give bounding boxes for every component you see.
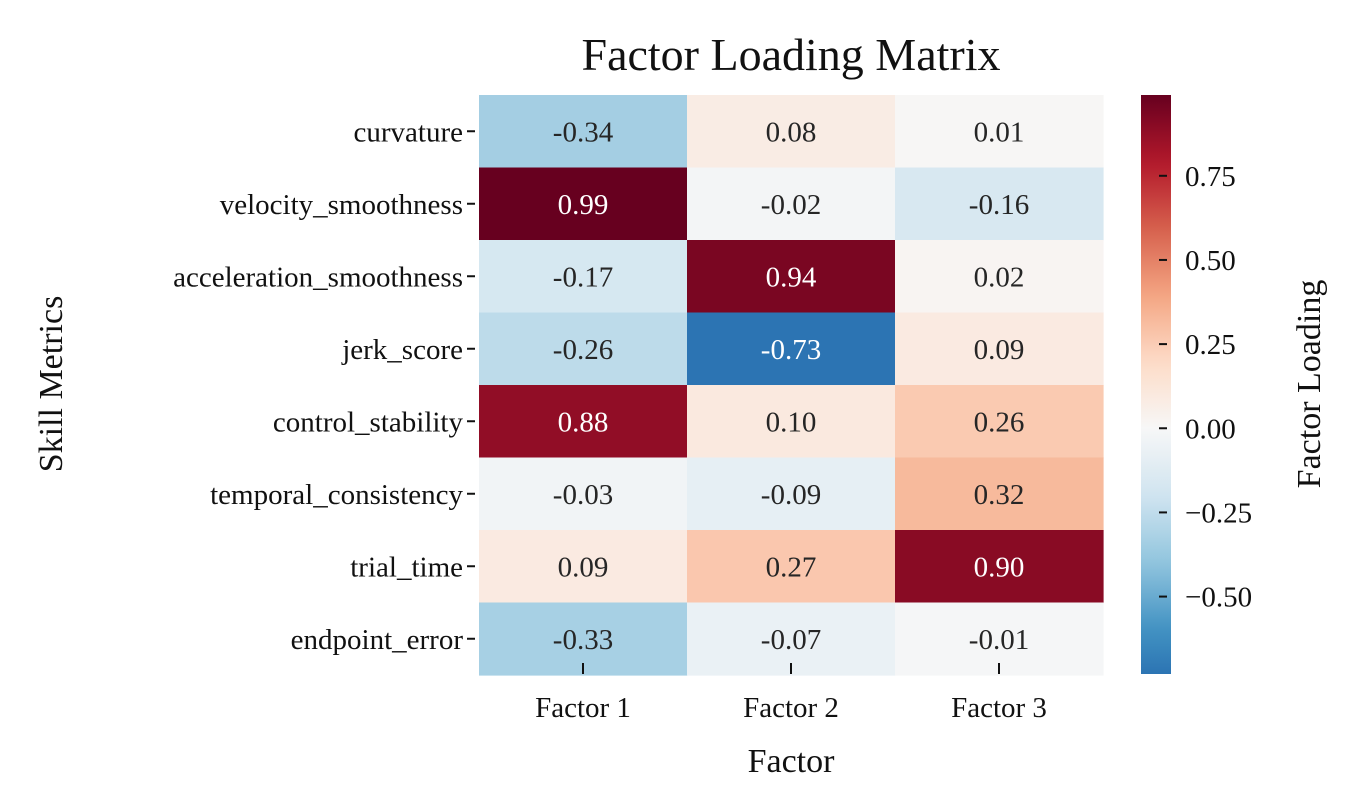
heatmap-cell (479, 385, 688, 459)
y-axis-ticks: curvature velocity_smoothness acceleration… (173, 116, 475, 656)
heatmap-cell (895, 530, 1104, 604)
cell-value-label: 0.90 (974, 551, 1025, 583)
colorbar-gradient (1141, 95, 1171, 674)
heatmap-cell (479, 312, 688, 386)
heatmap-cell (479, 457, 688, 531)
heatmap-cell (687, 530, 896, 604)
cell-value-label: -0.33 (553, 624, 613, 656)
y-tick-label: curvature (354, 116, 464, 148)
cell-value-label: 0.94 (766, 261, 817, 293)
heatmap-cell (687, 457, 896, 531)
heatmap-cell (895, 385, 1104, 459)
cell-value-label: 0.88 (558, 406, 609, 438)
y-tick-label: trial_time (350, 551, 463, 583)
y-tick-label: endpoint_error (291, 624, 464, 656)
cell-value-label: 0.01 (974, 116, 1025, 148)
x-tick-label: Factor 1 (535, 692, 631, 724)
colorbar-tick-label: 0.25 (1185, 329, 1236, 361)
cell-value-label: -0.34 (553, 116, 614, 148)
cell-value-label: 0.99 (558, 189, 609, 221)
heatmap-cell (687, 95, 896, 169)
cell-value-label: -0.09 (761, 479, 821, 511)
heatmap-cell (687, 312, 896, 386)
heatmap-cell (895, 95, 1104, 169)
y-tick-label: jerk_score (341, 334, 463, 366)
heatmap-cell (895, 312, 1104, 386)
heatmap-cell (687, 385, 896, 459)
x-axis-label: Factor (748, 743, 836, 780)
y-tick-label: control_stability (273, 406, 464, 438)
cell-value-label: -0.16 (969, 189, 1029, 221)
x-tick-label: Factor 2 (743, 692, 839, 724)
cell-value-label: -0.02 (761, 189, 821, 221)
cell-value-label: 0.32 (974, 479, 1025, 511)
heatmap-cell (687, 167, 896, 241)
cell-value-label: 0.02 (974, 261, 1025, 293)
y-tick-label: velocity_smoothness (220, 189, 463, 221)
heatmap-cell (687, 240, 896, 314)
heatmap-cell (895, 167, 1104, 241)
cell-value-label: -0.07 (761, 624, 821, 656)
heatmap-cell (479, 240, 688, 314)
cell-value-label: -0.73 (761, 334, 821, 366)
cell-value-label: 0.08 (766, 116, 817, 148)
cell-value-label: -0.26 (553, 334, 613, 366)
heatmap-cell (479, 530, 688, 604)
colorbar-label: Factor Loading (1291, 280, 1328, 489)
colorbar-tick-label: 0.75 (1185, 161, 1236, 193)
y-axis-label: Skill Metrics (33, 296, 70, 473)
y-tick-label: acceleration_smoothness (173, 261, 463, 293)
colorbar-tick-label: 0.50 (1185, 245, 1236, 277)
heatmap-cell (895, 240, 1104, 314)
heatmap-cell (479, 95, 688, 169)
cell-value-label: 0.27 (766, 551, 817, 583)
colorbar-tick-label: 0.00 (1185, 413, 1236, 445)
cell-value-label: -0.03 (553, 479, 613, 511)
y-tick-label: temporal_consistency (210, 479, 463, 511)
heatmap-cells (479, 95, 1104, 676)
heatmap-cell-labels: -0.34 0.08 0.01 0.99 -0.02 -0.16 -0.17 0.94 0.02… (553, 116, 1029, 656)
colorbar-tick-label: −0.25 (1185, 497, 1252, 529)
heatmap-cell (895, 457, 1104, 531)
cell-value-label: 0.09 (558, 551, 609, 583)
x-tick-label: Factor 3 (951, 692, 1047, 724)
colorbar-tick-label: −0.50 (1185, 582, 1252, 614)
cell-value-label: -0.17 (553, 261, 613, 293)
cell-value-label: 0.26 (974, 406, 1025, 438)
colorbar: 0.75 0.50 0.25 0.00 −0.25 −0.50 (1141, 95, 1252, 674)
heatmap-cell (479, 167, 688, 241)
chart-title: Factor Loading Matrix (581, 29, 1000, 80)
cell-value-label: -0.01 (969, 624, 1029, 656)
cell-value-label: 0.09 (974, 334, 1025, 366)
cell-value-label: 0.10 (766, 406, 817, 438)
x-axis-ticks: Factor 1 Factor 2 Factor 3 (535, 663, 1047, 724)
